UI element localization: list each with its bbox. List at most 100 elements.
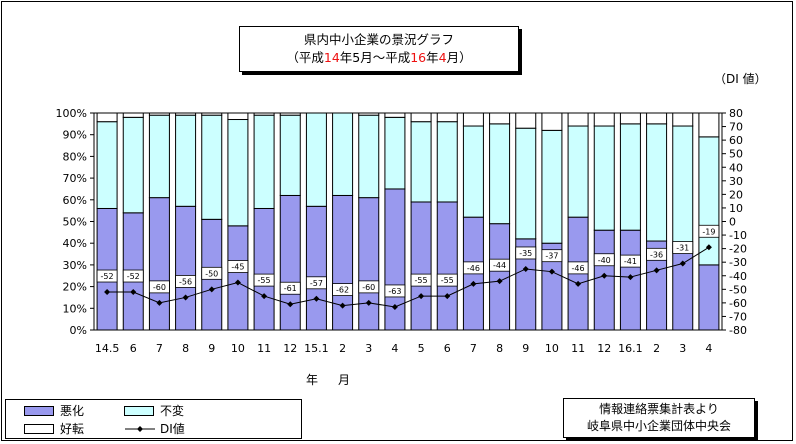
x-tick-label: 2 <box>339 342 346 355</box>
di-point <box>705 244 712 251</box>
bar-same <box>305 112 327 207</box>
right-tick-label: 0 <box>729 216 736 229</box>
bar-bad <box>436 201 458 331</box>
source-note: 情報連絡票集計表より 岐阜県中小企業団体中央会 <box>563 398 755 438</box>
di-data-label: -63 <box>388 287 401 296</box>
bar-same <box>462 125 484 218</box>
di-label-box <box>96 269 118 283</box>
bar-good <box>646 112 668 125</box>
bar-good <box>201 112 223 116</box>
di-point <box>365 299 372 306</box>
bar-same <box>384 116 406 190</box>
legend-swatch-di <box>125 426 155 432</box>
bar-good <box>148 112 170 116</box>
bar-bad <box>698 264 720 331</box>
di-point <box>444 293 451 300</box>
di-label-box <box>410 273 432 287</box>
bar-good <box>122 112 144 118</box>
di-data-label: -19 <box>702 227 715 236</box>
x-tick-label: 8 <box>182 342 189 355</box>
legend-label-same: 不変 <box>160 404 185 418</box>
left-tick-label: 50% <box>63 216 87 229</box>
chart-title-box: 県内中小企業の景況グラフ （平成14年5月～平成16年4月） <box>239 26 519 72</box>
right-tick-label: -60 <box>729 297 747 310</box>
di-point <box>548 268 555 275</box>
bar-same <box>541 129 563 244</box>
di-label-box <box>201 266 223 280</box>
bar-good <box>567 112 589 127</box>
x-tick-label: 14.5 <box>95 342 120 355</box>
source-line-1: 情報連絡票集計表より <box>599 402 719 416</box>
chart-title: 県内中小企業の景況グラフ <box>303 32 454 47</box>
di-label-box <box>279 281 301 295</box>
x-tick-label: 15.1 <box>304 342 329 355</box>
bar-same <box>567 125 589 218</box>
source-line-2: 岐阜県中小企業団体中央会 <box>586 419 731 433</box>
bar-good <box>227 112 249 121</box>
di-point <box>575 280 582 287</box>
di-data-label: -55 <box>415 276 428 285</box>
di-point <box>627 274 634 281</box>
right-tick-label: -50 <box>729 283 747 296</box>
di-label-box <box>620 254 641 268</box>
left-tick-label: 100% <box>56 107 87 120</box>
di-label-box <box>253 273 275 287</box>
di-point <box>130 289 137 296</box>
di-data-label: -46 <box>572 264 585 273</box>
chart-subtitle: （平成14年5月～平成16年4月） <box>286 50 472 65</box>
left-tick-label: 70% <box>63 172 87 185</box>
right-tick-label: 80 <box>729 107 743 120</box>
x-tick-label: 11 <box>571 342 585 355</box>
x-tick-label: 10 <box>231 342 245 355</box>
di-point <box>287 301 294 308</box>
bar-bad <box>305 205 327 331</box>
di-point <box>601 272 608 279</box>
bar-same <box>358 114 380 199</box>
bar-good <box>175 112 197 116</box>
bar-bad <box>489 223 511 331</box>
right-tick-label: -10 <box>729 229 747 242</box>
left-tick-label: 40% <box>63 237 87 250</box>
di-point <box>261 293 268 300</box>
left-tick-label: 80% <box>63 150 87 163</box>
bar-bad <box>96 207 118 331</box>
legend-label-bad: 悪化 <box>60 404 85 418</box>
bar-good <box>279 112 301 116</box>
bar-same <box>515 127 537 240</box>
bar-same <box>619 123 641 231</box>
bar-good <box>384 112 406 118</box>
di-data-label: -61 <box>284 284 297 293</box>
right-tick-label: -80 <box>729 324 747 337</box>
right-tick-label: -20 <box>729 243 747 256</box>
right-tick-label: 10 <box>729 202 743 215</box>
bar-same <box>436 121 458 203</box>
bar-same <box>148 114 170 199</box>
bar-good <box>462 112 484 127</box>
bar-same <box>96 121 118 209</box>
x-tick-label: 4 <box>705 342 712 355</box>
right-tick-label: 30 <box>729 175 743 188</box>
bar-same <box>672 125 694 253</box>
bar-same <box>279 114 301 196</box>
di-label-box <box>306 276 327 290</box>
x-tick-label: 5 <box>418 342 425 355</box>
x-tick-label: 8 <box>496 342 503 355</box>
left-tick-label: 10% <box>63 302 87 315</box>
left-tick-label: 60% <box>63 194 87 207</box>
right-tick-label: -70 <box>729 310 747 323</box>
bar-bad <box>253 207 275 331</box>
bar-good <box>672 112 694 127</box>
bar-same <box>175 114 197 207</box>
bar-bad <box>593 229 615 331</box>
right-tick-label: -40 <box>729 270 747 283</box>
x-tick-label: 7 <box>470 342 477 355</box>
legend-swatch-bad <box>24 406 54 416</box>
di-data-label: -55 <box>441 276 454 285</box>
di-label-box <box>463 261 484 275</box>
bar-good <box>410 112 432 123</box>
bar-same <box>646 123 668 242</box>
bar-same <box>410 121 432 203</box>
di-point <box>418 293 425 300</box>
di-data-label: -35 <box>519 249 532 258</box>
